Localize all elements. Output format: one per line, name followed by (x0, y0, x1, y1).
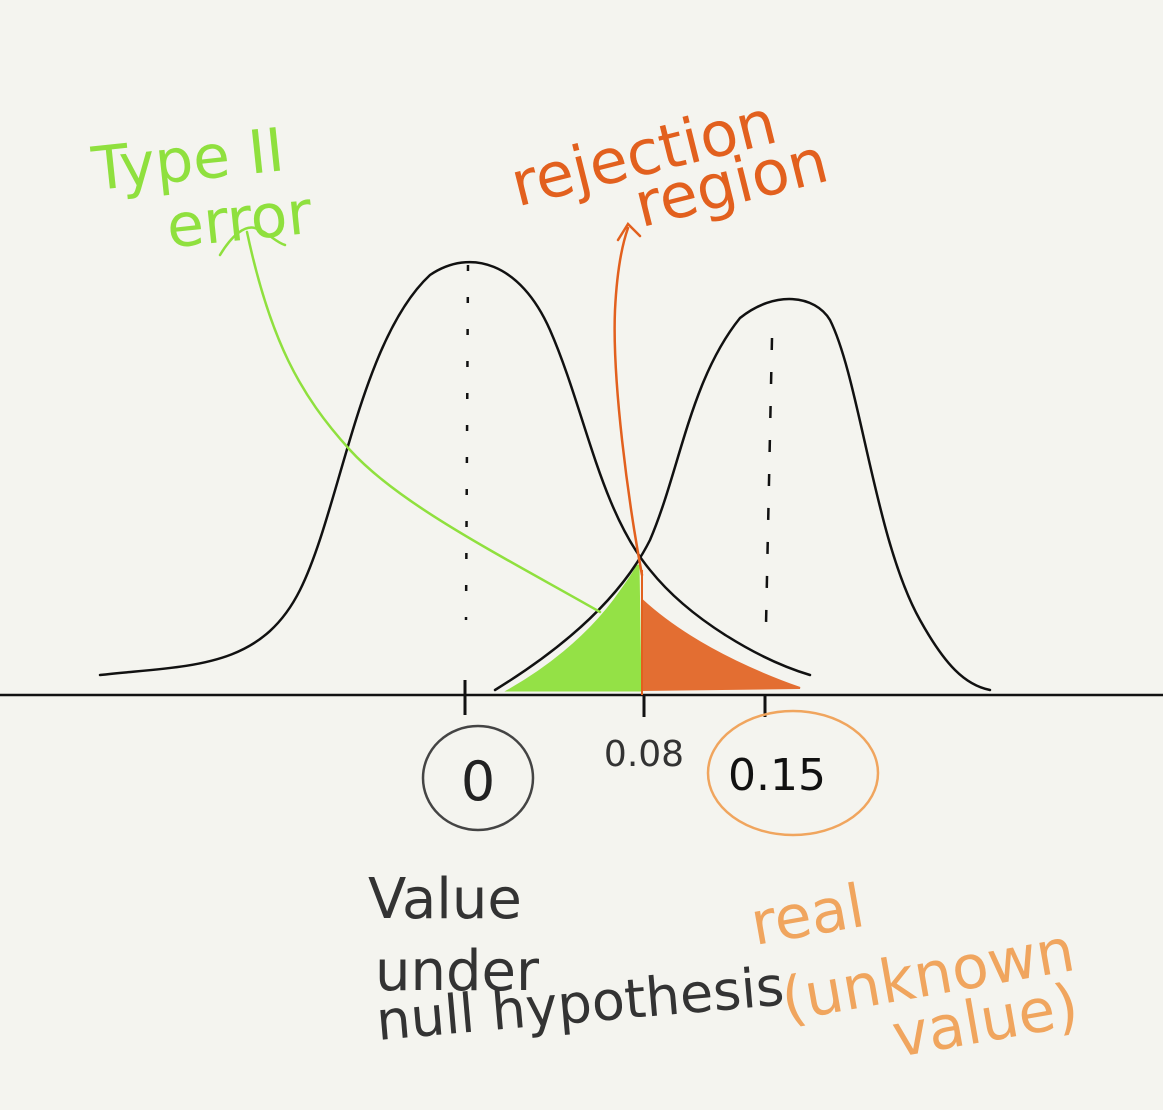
null-hypothesis-label: Value under null hypothesis (368, 867, 787, 1053)
type2-arrow-head (218, 226, 287, 257)
real-value-circle (706, 709, 880, 837)
null-value-circle (421, 724, 535, 832)
real-mean-dashed-line (764, 337, 774, 626)
tick-label-real: 0.15 (728, 750, 826, 801)
rejection-region-fill (641, 597, 801, 692)
rejection-arrow-head (616, 222, 642, 242)
rejection-arrow-line (613, 226, 644, 577)
null-mean-dashed-line (464, 264, 470, 621)
alternative-distribution-curve (493, 297, 992, 692)
type2-arrow-line (245, 230, 602, 614)
type2-error-label: Type II error (88, 115, 316, 263)
rejection-region-label: rejection region (503, 85, 835, 242)
type2-error-region (504, 564, 642, 692)
null-distribution-curve (98, 260, 812, 677)
type2-label-line2: error (163, 178, 315, 263)
tick-label-null: 0 (461, 750, 495, 813)
null-label-line1: Value (368, 867, 522, 932)
real-label-line1: real (745, 871, 869, 960)
null-label-line2: under (375, 939, 540, 1004)
tick-label-critical: 0.08 (604, 734, 684, 775)
real-value-label: real (unknown value) (745, 871, 1083, 1072)
